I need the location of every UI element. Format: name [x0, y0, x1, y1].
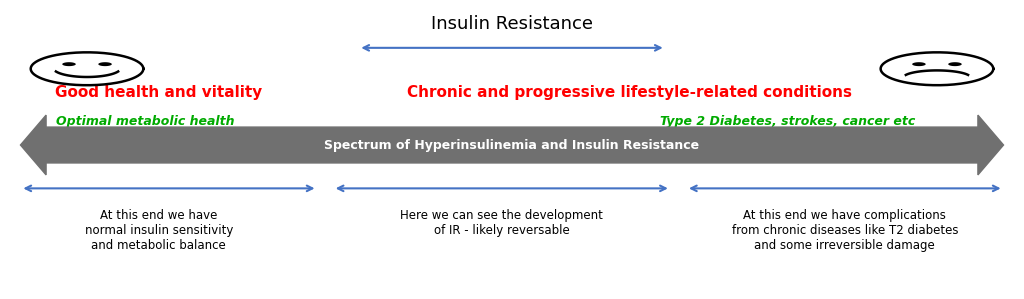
Text: At this end we have complications
from chronic diseases like T2 diabetes
and som: At this end we have complications from c…	[731, 209, 958, 252]
Text: Insulin Resistance: Insulin Resistance	[431, 15, 593, 33]
Polygon shape	[912, 62, 926, 66]
Text: Type 2 Diabetes, strokes, cancer etc: Type 2 Diabetes, strokes, cancer etc	[660, 115, 915, 128]
Text: At this end we have
normal insulin sensitivity
and metabolic balance: At this end we have normal insulin sensi…	[85, 209, 232, 252]
Text: Chronic and progressive lifestyle-related conditions: Chronic and progressive lifestyle-relate…	[408, 85, 852, 100]
Polygon shape	[62, 62, 76, 66]
Text: Spectrum of Hyperinsulinemia and Insulin Resistance: Spectrum of Hyperinsulinemia and Insulin…	[325, 138, 699, 152]
Text: Here we can see the development
of IR - likely reversable: Here we can see the development of IR - …	[400, 209, 603, 237]
Polygon shape	[948, 62, 962, 66]
Text: Good health and vitality: Good health and vitality	[55, 85, 262, 100]
Polygon shape	[20, 115, 1004, 175]
Polygon shape	[98, 62, 112, 66]
Text: Optimal metabolic health: Optimal metabolic health	[56, 115, 234, 128]
